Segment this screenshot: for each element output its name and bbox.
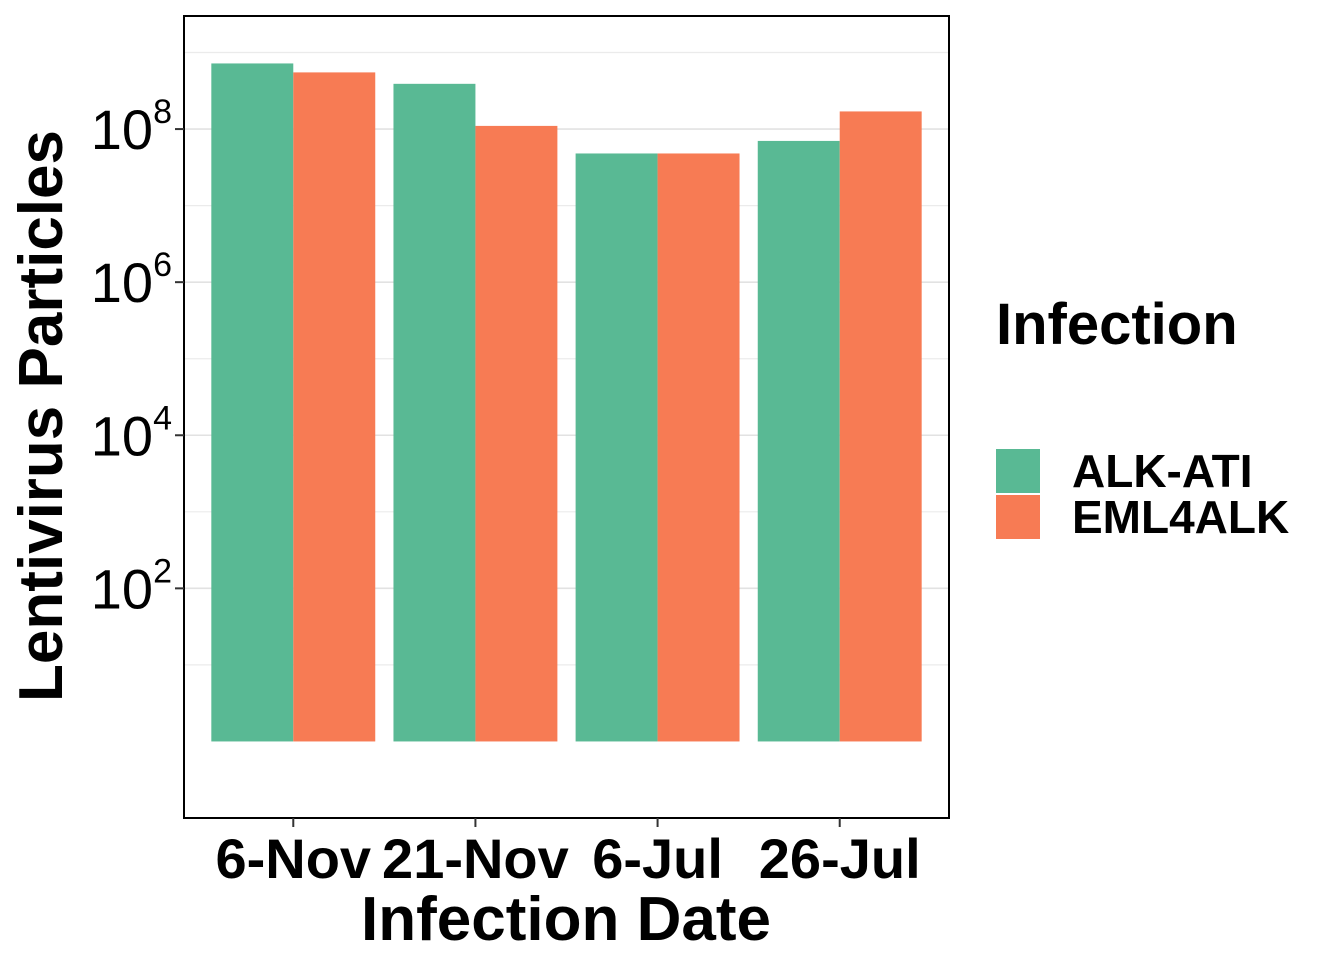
bars — [211, 63, 922, 742]
bar-eml4alk-26-jul — [839, 111, 922, 742]
y-tick-label: 102 — [91, 552, 172, 620]
y-tick-label: 106 — [91, 246, 172, 314]
legend-label-alk-ati: ALK-ATI — [1072, 445, 1253, 497]
bar-alk-ati-26-jul — [757, 140, 840, 742]
legend-label-eml4alk: EML4ALK — [1072, 491, 1289, 543]
bar-alk-ati-6-jul — [575, 153, 658, 742]
legend-title: Infection — [996, 292, 1238, 357]
x-tick-label: 26-Jul — [759, 827, 921, 890]
bar-alk-ati-21-nov — [393, 83, 476, 742]
legend-key-eml4alk — [996, 495, 1040, 539]
bar-eml4alk-6-nov — [293, 72, 376, 742]
y-axis-title: Lentivirus Particles — [7, 130, 76, 702]
x-axis-ticks: 6-Nov 21-Nov 6-Jul 26-Jul — [215, 818, 921, 890]
y-tick-label: 108 — [91, 93, 172, 161]
plot-panel-border — [183, 15, 950, 819]
bar-eml4alk-21-nov — [475, 125, 558, 742]
y-axis-ticks: 102 104 106 108 — [91, 93, 184, 620]
x-tick-label: 6-Jul — [592, 827, 723, 890]
y-tick-label: 104 — [91, 399, 172, 467]
bar-alk-ati-6-nov — [211, 63, 294, 742]
x-tick-label: 21-Nov — [382, 827, 569, 890]
x-tick-label: 6-Nov — [215, 827, 371, 890]
legend-key-alk-ati — [996, 449, 1040, 493]
x-axis-title: Infection Date — [361, 885, 771, 954]
bar-eml4alk-6-jul — [657, 153, 740, 742]
